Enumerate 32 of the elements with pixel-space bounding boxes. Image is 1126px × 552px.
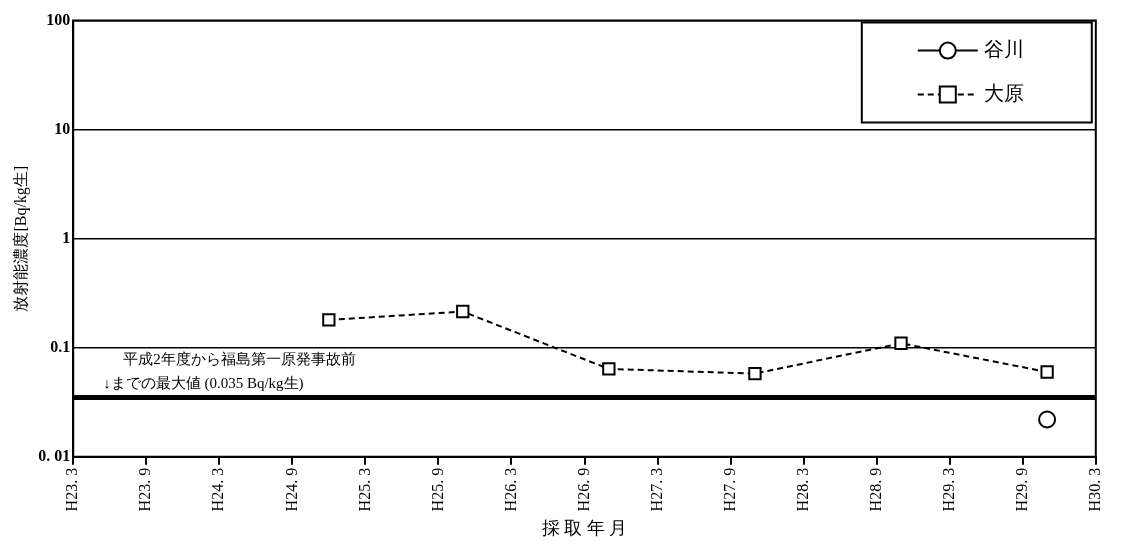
y-tick-label: 1 bbox=[62, 228, 71, 246]
point bbox=[748, 366, 762, 381]
x-tick-label: H27. 9 bbox=[720, 467, 738, 512]
point bbox=[456, 304, 470, 319]
x-tick-label: H26. 3 bbox=[501, 467, 519, 512]
x-tick-label: H23. 9 bbox=[136, 467, 154, 512]
y-tick-label: 0. 01 bbox=[38, 446, 71, 464]
x-tick-label: H28. 9 bbox=[866, 467, 884, 512]
x-tick-label: H23. 3 bbox=[63, 467, 81, 512]
point bbox=[1038, 410, 1057, 429]
point bbox=[322, 313, 336, 327]
x-tick-label: H30. 3 bbox=[1086, 467, 1103, 512]
x-tick-label: H25. 9 bbox=[428, 467, 446, 512]
x-tick-label: H24. 3 bbox=[209, 467, 227, 512]
x-tick-label: H25. 3 bbox=[355, 467, 373, 512]
x-tick-label: H28. 3 bbox=[793, 467, 811, 512]
y-tick-label: 10 bbox=[54, 119, 71, 137]
x-tick-label: H29. 9 bbox=[1012, 467, 1030, 512]
x-tick-label: H29. 3 bbox=[939, 467, 957, 512]
legend-label: 大原 bbox=[983, 81, 1024, 104]
legend-label: 谷川 bbox=[983, 37, 1024, 60]
y-tick-label: 100 bbox=[46, 10, 71, 28]
ref-line-label: 平成2年度から福島第一原発事故前 ↓までの最大値 (0.035 Bq/kg生) bbox=[103, 350, 356, 392]
x-tick-label: H24. 9 bbox=[282, 467, 300, 512]
x-tick-label: H26. 9 bbox=[574, 467, 592, 512]
y-axis-title: 放射能濃度[Bq/kg生] bbox=[11, 165, 30, 312]
x-tick-label: H27. 3 bbox=[647, 467, 665, 512]
point bbox=[1040, 365, 1054, 379]
x-axis-title: 採 取 年 月 bbox=[541, 517, 628, 538]
y-tick-label: 0.1 bbox=[50, 337, 71, 355]
point bbox=[602, 362, 616, 376]
point bbox=[894, 336, 908, 350]
